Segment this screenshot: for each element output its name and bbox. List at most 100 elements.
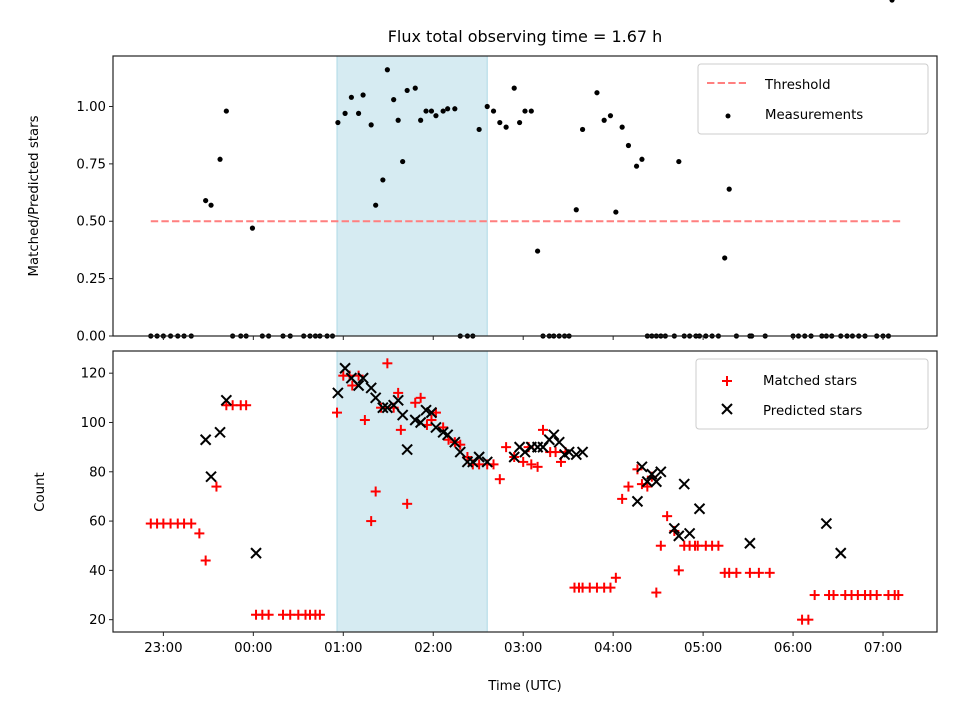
legend-measurements-label: Measurements	[765, 108, 863, 123]
measurement-point	[368, 122, 374, 128]
measurement-point	[412, 85, 418, 91]
predicted-star-point	[481, 456, 493, 468]
chart-title: Flux total observing time = 1.67 h	[388, 27, 663, 46]
measurement-point	[579, 126, 586, 133]
predicted-star-point	[531, 441, 544, 453]
bottom-xtick-label: 05:00	[684, 641, 722, 656]
matched-star-point	[263, 609, 274, 620]
bottom-axes-frame	[112, 350, 938, 633]
predicted-star-point	[392, 394, 404, 407]
predicted-star-point	[641, 475, 654, 488]
matched-star-point	[871, 590, 882, 601]
measurement-point	[613, 209, 619, 215]
predicted-star-point	[820, 517, 833, 530]
measurement-point	[423, 108, 429, 114]
measurement-point	[342, 110, 348, 116]
measurement-point	[528, 108, 534, 114]
matched-star-point	[713, 540, 724, 551]
matched-star-point	[617, 493, 628, 504]
measurement-point	[373, 202, 379, 208]
top-ytick-label: 0.00	[76, 330, 106, 345]
measurement-point	[722, 255, 728, 261]
matched-star-point	[370, 486, 381, 497]
matched-star-point	[366, 516, 377, 527]
top-y-ticks: 0.00 0.25 0.50 0.75 1.00	[76, 100, 113, 345]
measurement-point	[348, 94, 354, 100]
predicted-star-point	[205, 471, 217, 483]
matched-star-point	[526, 459, 537, 470]
matched-star-point	[651, 587, 662, 598]
measurement-point	[511, 85, 517, 91]
matched-star-point	[501, 442, 512, 453]
measurement-point	[418, 117, 424, 123]
matched-star-point	[605, 582, 616, 593]
predicted-stars-series	[199, 362, 847, 559]
matched-star-point	[347, 380, 358, 391]
top-legend: Threshold Measurements	[697, 63, 929, 135]
measurement-point	[726, 186, 732, 192]
matched-star-point	[402, 498, 413, 509]
bottom-ytick-label: 100	[81, 416, 106, 431]
measurement-point	[601, 117, 607, 123]
bottom-y-axis-label: Count	[33, 472, 48, 512]
top-ytick-label: 0.75	[76, 157, 106, 172]
matched-star-point	[494, 474, 505, 485]
bottom-xtick-label: 01:00	[324, 641, 362, 656]
measurement-point	[223, 108, 229, 114]
measurement-point	[619, 124, 625, 130]
measurement-point	[208, 202, 214, 208]
measurement-point	[335, 119, 341, 126]
bottom-ytick-label: 120	[81, 367, 106, 382]
matched-star-point	[731, 567, 742, 578]
measurement-point	[445, 106, 451, 112]
matched-star-point	[382, 358, 393, 369]
measurement-point	[889, 0, 895, 3]
measurement-point	[490, 108, 497, 114]
bottom-ytick-label: 60	[89, 515, 106, 530]
measurement-point	[503, 124, 509, 130]
measurement-point	[217, 156, 223, 162]
top-x-ticks	[162, 336, 884, 340]
matched-star-point	[395, 424, 406, 435]
matched-star-point	[200, 555, 211, 566]
predicted-star-point	[553, 436, 565, 448]
top-panel: 0.00 0.25 0.50 0.75 1.00 Matched/Predicted s…	[27, 0, 938, 345]
measurement-point	[440, 108, 446, 114]
measurement-point	[676, 158, 682, 165]
matched-star-point	[809, 590, 820, 601]
predicted-star-point	[576, 446, 589, 458]
top-ytick-label: 0.50	[76, 215, 106, 230]
matched-star-point	[532, 461, 543, 472]
measurement-point	[607, 113, 614, 119]
measurement-point	[395, 117, 401, 123]
measurement-point	[433, 113, 439, 119]
bottom-xtick-label: 06:00	[774, 641, 812, 656]
measurement-point	[522, 108, 528, 114]
measurement-point	[573, 207, 579, 213]
matched-star-point	[623, 481, 634, 492]
matched-star-point	[331, 407, 342, 418]
predicted-star-point	[636, 461, 648, 473]
predicted-star-point	[381, 401, 394, 414]
measurement-point	[534, 248, 541, 254]
measurement-point	[404, 87, 410, 94]
predicted-star-point	[646, 468, 658, 480]
legend-threshold-label: Threshold	[764, 78, 831, 93]
measurement-point	[355, 110, 362, 116]
matched-star-point	[828, 590, 839, 601]
predicted-star-point	[693, 503, 706, 515]
matched-star-point	[550, 447, 561, 458]
predicted-star-point	[396, 409, 409, 421]
measurement-point	[380, 177, 386, 183]
matched-star-point	[241, 400, 252, 411]
top-axes-frame	[112, 55, 938, 337]
predicted-star-point	[214, 426, 226, 439]
matched-star-point	[518, 456, 529, 467]
x-axis-label: Time (UTC)	[487, 679, 562, 694]
measurement-point	[203, 197, 209, 204]
bottom-xtick-label: 00:00	[234, 641, 272, 656]
predicted-star-point	[357, 372, 369, 384]
matched-star-point	[314, 609, 325, 620]
predicted-legend-swatch	[721, 403, 733, 415]
